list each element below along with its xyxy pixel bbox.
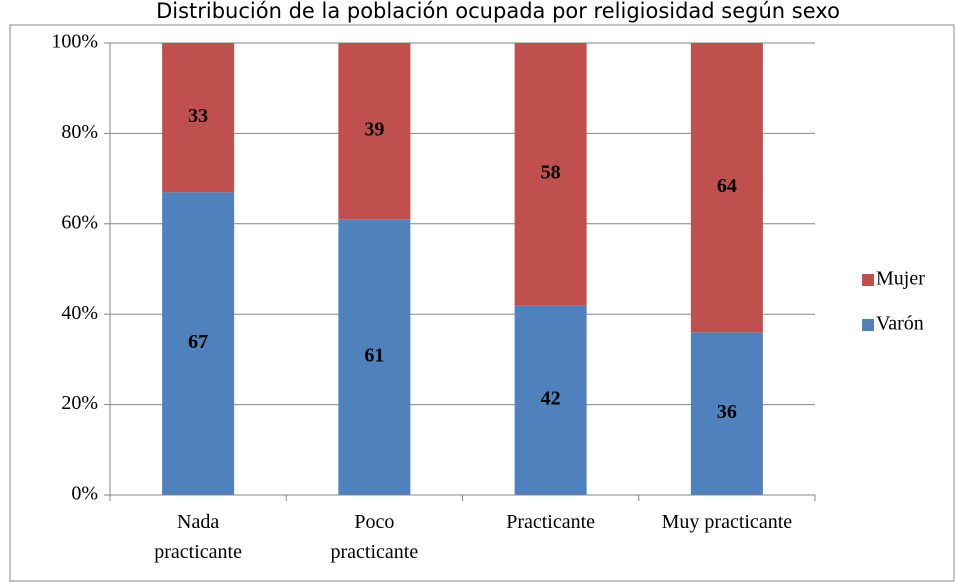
value-label: 36 — [717, 401, 737, 423]
chart-border — [9, 24, 955, 582]
bar-segment — [162, 192, 235, 495]
x-tick-label: Poco practicante — [331, 511, 419, 563]
y-tick-label: 60% — [61, 211, 98, 233]
y-tick-label: 0% — [71, 483, 98, 505]
legend-label: Varón — [876, 313, 924, 335]
bar-segment — [514, 305, 587, 495]
legend-label: Mujer — [876, 268, 925, 290]
bar-segment — [514, 43, 587, 306]
x-tick-label: Practicante — [506, 511, 595, 533]
y-tick-label: 40% — [61, 302, 98, 324]
chart-title: Distribución de la población ocupada por… — [156, 0, 840, 23]
legend-swatch — [862, 274, 874, 286]
value-label: 39 — [364, 119, 384, 141]
bar-segment — [690, 332, 763, 495]
value-label: 33 — [188, 105, 208, 127]
legend-swatch — [862, 319, 874, 331]
y-tick-label: 20% — [61, 392, 98, 414]
x-tick-label: Muy practicante — [662, 511, 793, 533]
bar-segment — [338, 43, 411, 220]
value-label: 61 — [364, 345, 384, 367]
y-tick-label: 80% — [61, 121, 98, 143]
value-label: 67 — [188, 331, 208, 353]
bar-segment — [162, 43, 235, 193]
value-label: 42 — [541, 388, 561, 410]
bar-segment — [690, 43, 763, 333]
bar-segment — [338, 219, 411, 495]
y-tick-label: 100% — [51, 31, 98, 53]
value-label: 64 — [717, 175, 737, 197]
x-tick-label: Nada practicante — [154, 511, 242, 563]
value-label: 58 — [541, 162, 561, 184]
